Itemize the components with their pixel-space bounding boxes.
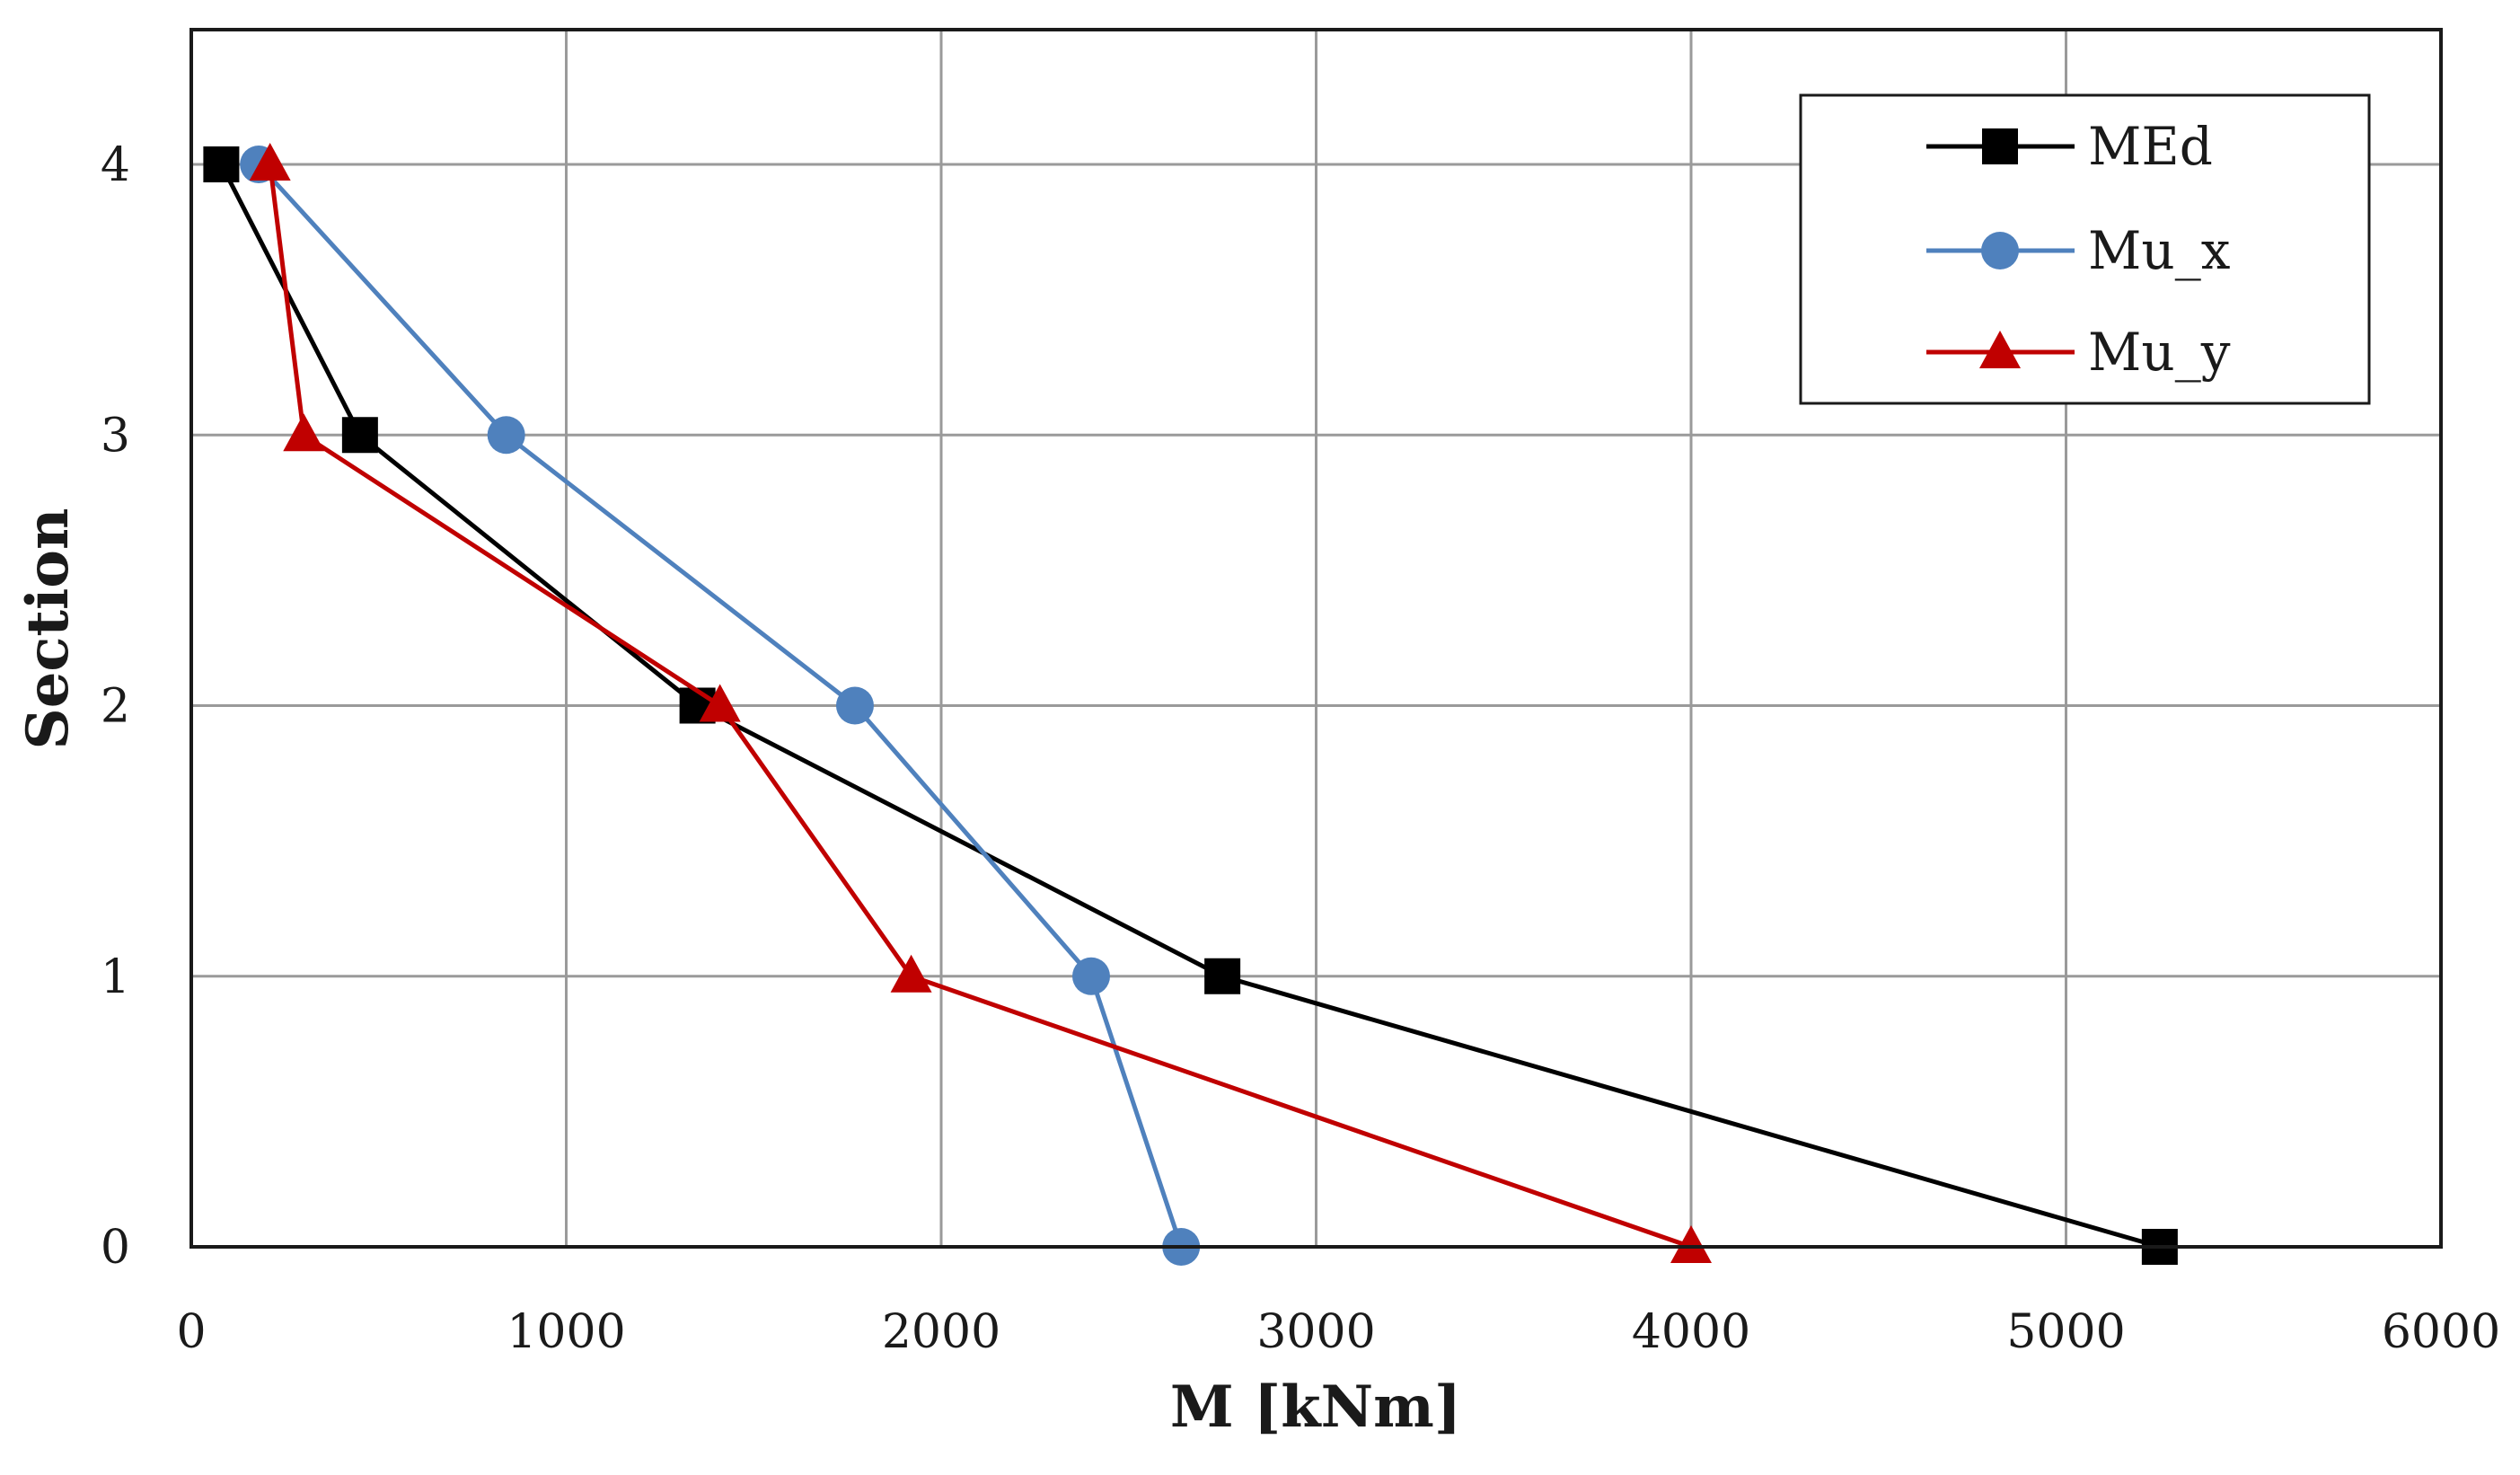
x-tick-label-5: 5000 (2006, 1305, 2125, 1359)
legend-label-1: Mu_x (2088, 220, 2230, 281)
x-tick-label-6: 6000 (2382, 1305, 2500, 1359)
legend-label-0: MEd (2088, 116, 2213, 177)
y-axis-ticks: 0 1 2 3 4 (101, 138, 130, 1275)
x-tick-label-3: 3000 (1256, 1305, 1375, 1359)
chart-container: 0 1000 2000 3000 4000 5000 6000 01234 M [kNm] … (0, 0, 2520, 1471)
x-axis-ticks: 0 1000 2000 3000 4000 5000 6000 (176, 1305, 2500, 1359)
series-mu-y (250, 143, 1712, 1263)
legend: MEd Mu_x Mu_y (1801, 95, 2369, 403)
x-axis-title: M [kNm] (1170, 1373, 1461, 1441)
legend-marker-0 (1982, 128, 2018, 164)
data-point-0-1 (1204, 958, 1240, 994)
data-point-0-3 (342, 417, 378, 453)
y-tick-label-1: 1 (101, 950, 130, 1004)
y-tick-label-3: 3 (101, 409, 130, 463)
x-tick-label-0: 0 (176, 1305, 206, 1359)
y-axis-title: Section (14, 508, 82, 750)
x-tick-label-1: 1000 (507, 1305, 625, 1359)
y-tick-label-4: 4 (101, 138, 130, 192)
x-tick-label-4: 4000 (1632, 1305, 1750, 1359)
y-tick-label-0: 0 (101, 1221, 130, 1275)
x-tick-label-2: 2000 (882, 1305, 1000, 1359)
data-point-1-1 (1072, 958, 1110, 995)
data-point-1-2 (836, 687, 874, 725)
legend-box (1801, 95, 2369, 403)
data-point-0-4 (203, 146, 239, 182)
chart-svg: 0 1000 2000 3000 4000 5000 6000 01234 M [kNm] … (0, 0, 2520, 1471)
data-point-2-1 (891, 955, 932, 993)
data-point-1-3 (488, 416, 525, 454)
legend-label-2: Mu_y (2088, 322, 2231, 383)
data-point-2-3 (283, 413, 324, 451)
y-tick-label-2: 2 (101, 680, 130, 734)
legend-marker-1 (1981, 232, 2019, 269)
